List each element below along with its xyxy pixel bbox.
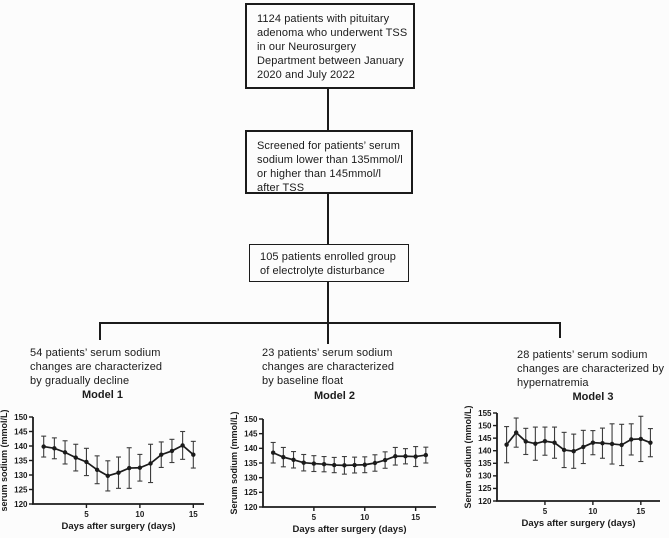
svg-text:150: 150 xyxy=(478,421,492,430)
svg-text:Days after surgery (days): Days after surgery (days) xyxy=(61,521,175,532)
svg-text:Serum sodium (mmol/L): Serum sodium (mmol/L) xyxy=(463,405,473,508)
flow-box-total-patients: 1124 patients with pituitary adenoma who… xyxy=(245,3,415,89)
svg-text:135: 135 xyxy=(478,459,492,468)
svg-text:5: 5 xyxy=(312,513,317,522)
svg-text:10: 10 xyxy=(588,507,597,516)
svg-text:125: 125 xyxy=(14,485,28,494)
svg-text:130: 130 xyxy=(14,471,28,480)
model-2-title: Model 2 xyxy=(314,390,355,402)
connector-box1-box2 xyxy=(327,89,329,130)
branch-label-gradually-decline: 54 patients’ serum sodium changes are ch… xyxy=(30,347,163,387)
svg-text:serum sodium (mmol/L): serum sodium (mmol/L) xyxy=(0,409,9,511)
svg-text:135: 135 xyxy=(244,459,258,468)
svg-text:120: 120 xyxy=(14,500,28,509)
connector-box3-branches xyxy=(327,282,329,322)
svg-text:Serum sodium (mmol/L): Serum sodium (mmol/L) xyxy=(229,411,239,514)
svg-text:10: 10 xyxy=(135,510,144,519)
svg-text:145: 145 xyxy=(244,429,258,438)
branch-stub-center xyxy=(327,324,329,344)
branch-label-baseline-float: 23 patients’ serum sodium changes are ch… xyxy=(262,347,395,387)
flow-box-screening: Screened for patients’ serum sodium lowe… xyxy=(245,130,413,194)
flow-box-enrolled: 105 patients enrolled group of electroly… xyxy=(249,244,409,282)
svg-text:130: 130 xyxy=(244,473,258,482)
svg-text:15: 15 xyxy=(636,507,645,516)
svg-text:140: 140 xyxy=(478,447,492,456)
model-3-title: Model 3 xyxy=(572,391,614,403)
svg-text:125: 125 xyxy=(478,484,492,493)
svg-text:125: 125 xyxy=(244,488,258,497)
svg-text:145: 145 xyxy=(478,434,492,443)
svg-text:150: 150 xyxy=(14,413,28,422)
branch-stub-right xyxy=(559,322,561,338)
svg-text:10: 10 xyxy=(360,513,369,522)
svg-text:145: 145 xyxy=(14,427,28,436)
svg-text:5: 5 xyxy=(84,510,89,519)
connector-box2-box3 xyxy=(327,194,329,244)
svg-text:15: 15 xyxy=(411,513,420,522)
svg-text:Days after surgery (days): Days after surgery (days) xyxy=(292,524,406,535)
svg-text:140: 140 xyxy=(14,442,28,451)
svg-text:5: 5 xyxy=(543,507,548,516)
svg-text:130: 130 xyxy=(478,472,492,481)
svg-text:120: 120 xyxy=(244,503,258,512)
svg-text:150: 150 xyxy=(244,415,258,424)
svg-text:155: 155 xyxy=(478,409,492,418)
branch-horizontal-line xyxy=(99,322,561,324)
svg-text:140: 140 xyxy=(244,444,258,453)
svg-text:120: 120 xyxy=(478,497,492,506)
branch-label-hypernatremia: 28 patients’ serum sodium changes are ch… xyxy=(517,349,665,389)
model-2-chart: 120 125 130 135 140 145 150 5 10 15 Days after sur… xyxy=(229,411,436,535)
model-1-chart: 120 125 130 135 140 145 150 5 10 15 Days after sur… xyxy=(0,409,204,532)
branch-stub-left xyxy=(99,322,101,340)
model-1-title: Model 1 xyxy=(82,389,123,401)
svg-text:15: 15 xyxy=(189,510,198,519)
svg-text:Days after surgery (days): Days after surgery (days) xyxy=(521,518,635,529)
svg-text:135: 135 xyxy=(14,456,28,465)
